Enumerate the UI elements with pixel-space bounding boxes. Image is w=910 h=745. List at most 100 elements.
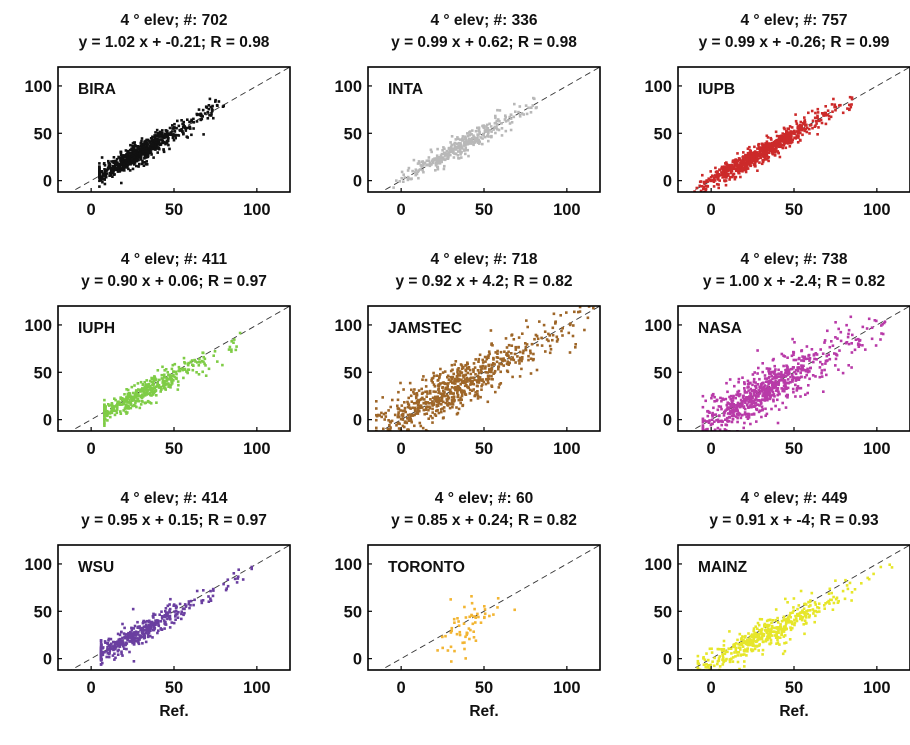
data-point (757, 389, 760, 392)
data-point (798, 387, 801, 390)
data-point (437, 390, 441, 393)
data-point (392, 186, 395, 189)
x-tick-label: 100 (863, 201, 891, 219)
data-point (740, 401, 744, 405)
data-point (99, 656, 103, 659)
data-point (781, 132, 784, 135)
data-point (730, 175, 734, 179)
data-point (702, 440, 705, 443)
data-point (850, 342, 853, 345)
data-point (507, 361, 511, 364)
data-point (427, 408, 430, 412)
data-point (399, 417, 403, 421)
data-point (212, 589, 215, 592)
y-tick-label: 50 (34, 364, 52, 382)
data-point (756, 395, 760, 398)
data-point (418, 168, 422, 171)
data-point (769, 638, 773, 642)
data-point (401, 418, 405, 421)
data-point (475, 384, 479, 388)
data-point (706, 673, 709, 676)
data-point (472, 630, 475, 633)
x-tick-label: 0 (397, 440, 406, 458)
data-point (175, 126, 178, 130)
panel-fit-text: y = 0.85 x + 0.24; R = 0.82 (391, 512, 577, 529)
data-point (511, 375, 514, 379)
data-point (478, 132, 481, 135)
data-point (150, 389, 153, 392)
data-point (811, 119, 815, 123)
panel-title: 4 ° elev; #: 738 (740, 251, 847, 268)
data-point (729, 394, 733, 398)
data-point (413, 392, 416, 396)
data-point (207, 107, 211, 111)
data-point (141, 635, 144, 638)
data-point (137, 394, 140, 398)
data-point (138, 635, 142, 639)
data-point (812, 609, 816, 613)
data-point (238, 331, 242, 335)
data-point (701, 173, 704, 177)
data-point (472, 362, 476, 365)
data-point (772, 357, 775, 361)
data-point (453, 152, 456, 155)
data-point (716, 408, 720, 412)
x-tick-label: 100 (243, 679, 271, 697)
data-point (728, 164, 731, 167)
instrument-label: JAMSTEC (388, 320, 462, 337)
data-point (431, 416, 434, 420)
data-point (832, 595, 835, 599)
data-point (841, 111, 845, 115)
data-point (145, 627, 148, 631)
data-point (436, 398, 440, 402)
data-point (518, 362, 521, 365)
data-point (706, 185, 709, 188)
data-point (807, 353, 811, 357)
data-point (536, 337, 540, 341)
data-point (548, 344, 552, 348)
instrument-label: IUPH (78, 320, 115, 337)
data-point (418, 161, 421, 165)
data-point (489, 369, 492, 373)
data-point (828, 602, 831, 605)
data-point (434, 169, 437, 172)
data-point (391, 398, 394, 402)
data-point (829, 115, 833, 119)
data-point (786, 373, 789, 377)
data-point (793, 621, 797, 624)
data-point (732, 406, 736, 409)
data-point (768, 367, 772, 371)
data-point (101, 653, 105, 657)
data-point (452, 147, 456, 151)
data-point (745, 391, 749, 394)
data-point (846, 107, 849, 110)
data-point (440, 395, 444, 399)
data-point (491, 363, 494, 367)
data-point (446, 375, 449, 379)
data-point (164, 142, 167, 146)
data-point (808, 370, 811, 373)
data-point (761, 362, 764, 365)
data-point (435, 162, 439, 165)
data-point (825, 373, 828, 377)
data-point (136, 399, 139, 403)
data-point (402, 388, 405, 391)
data-point (725, 416, 729, 420)
data-point (818, 119, 821, 123)
data-point (188, 120, 191, 124)
data-point (143, 157, 146, 160)
data-point (105, 650, 108, 653)
data-point (782, 136, 785, 139)
data-point (766, 625, 769, 629)
data-point (418, 404, 421, 407)
data-point (419, 406, 422, 409)
data-point (180, 610, 183, 613)
data-point (417, 401, 420, 404)
data-point (479, 621, 483, 624)
data-point (754, 164, 757, 168)
data-point (823, 112, 827, 115)
data-point (815, 122, 818, 125)
data-point (791, 611, 794, 614)
data-point (226, 578, 230, 581)
data-point (817, 606, 821, 610)
